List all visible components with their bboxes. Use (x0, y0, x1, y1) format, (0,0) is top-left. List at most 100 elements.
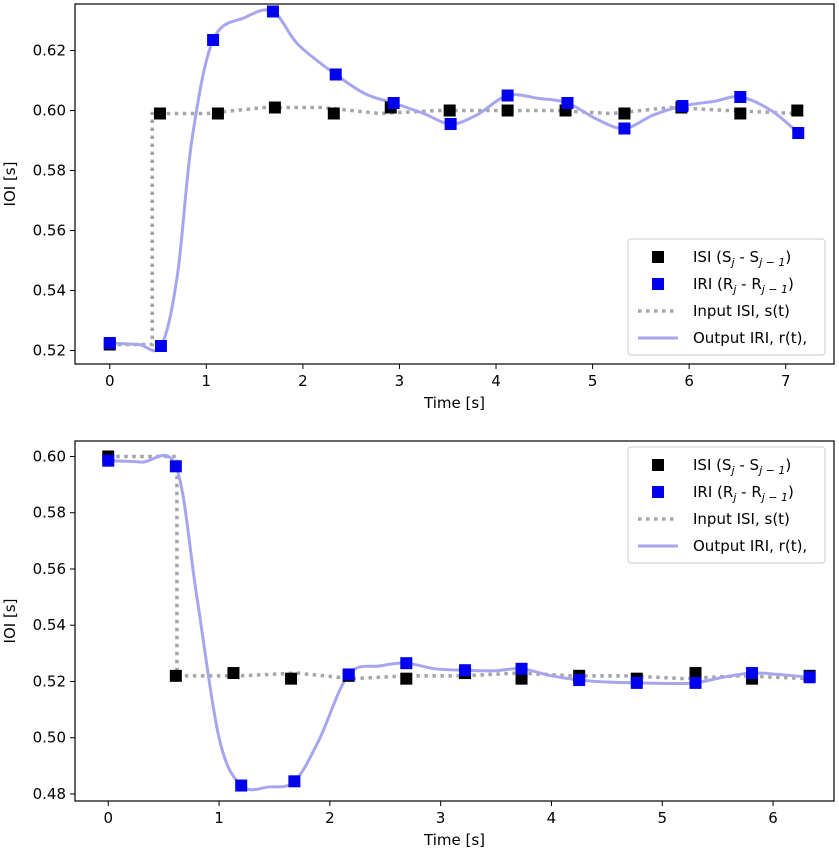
x-tick-label: 6 (768, 809, 778, 827)
input-isi-line (108, 454, 810, 681)
isi-point (501, 104, 514, 117)
y-tick-label: 0.60 (33, 102, 66, 120)
isi-point (515, 672, 528, 685)
iri-point (618, 122, 631, 135)
iri-point (387, 97, 400, 109)
legend-label-base: ISI (S (693, 456, 732, 474)
isi-point (285, 672, 298, 685)
legend-label-2: IRI (Rj - Rj − 1) (693, 483, 794, 504)
legend-label-1: ISI (Sj - Sj − 1) (693, 456, 791, 477)
legend-label-sub2: j − 1 (757, 464, 785, 477)
isi-point (327, 107, 340, 120)
iri-point (102, 454, 115, 467)
legend-label-base: Input ISI, s(t) (693, 302, 790, 320)
y-tick-label: 0.52 (33, 672, 66, 690)
legend-label-3: Input ISI, s(t) (693, 302, 790, 320)
output-iri-line (108, 453, 810, 792)
legend-label-mid: - R (736, 483, 761, 501)
legend-label-4: Output IRI, r(t), (693, 537, 807, 555)
legend-label-sub1: j (730, 256, 736, 269)
iri-point (400, 657, 413, 670)
x-tick-label: 6 (684, 372, 694, 390)
legend-label-mid: - S (735, 248, 759, 266)
y-tick-label: 0.52 (33, 342, 66, 360)
iri-point (689, 676, 702, 689)
isi-point (443, 104, 456, 117)
legend-label-sub1: j (730, 464, 736, 477)
legend-label-tail: ) (785, 248, 791, 266)
iri-point (154, 340, 167, 352)
y-tick-label: 0.48 (33, 785, 66, 803)
isi-point (791, 104, 804, 117)
plot-frame (74, 3, 835, 365)
iri-point (515, 662, 528, 675)
legend-label-mid: - S (735, 456, 759, 474)
x-tick-label: 2 (325, 809, 335, 827)
iri-point (630, 676, 643, 689)
iri-point (342, 668, 355, 681)
y-tick-label: 0.56 (33, 222, 66, 240)
legend-box (627, 446, 826, 564)
y-tick-label: 0.58 (33, 504, 66, 522)
y-tick-label: 0.56 (33, 560, 66, 578)
y-tick-label: 0.60 (33, 447, 66, 465)
legend-label-3: Input ISI, s(t) (693, 510, 790, 528)
x-tick-label: 3 (436, 809, 446, 827)
isi-point (211, 107, 224, 120)
x-axis-label: Time [s] (423, 394, 485, 412)
iri-point (169, 460, 182, 473)
legend-label-base: ISI (S (693, 248, 732, 266)
iri-point (103, 337, 116, 349)
iri-point (266, 5, 279, 18)
x-axis-label: Time [s] (423, 831, 485, 849)
plot-frame (74, 440, 835, 802)
x-tick-label: 0 (103, 809, 113, 827)
isi-point (689, 667, 702, 680)
legend-label-4: Output IRI, r(t), (693, 329, 807, 347)
legend: ISI (Sj - Sj − 1)IRI (Rj - Rj − 1)Input … (627, 238, 826, 356)
iri-point (329, 68, 342, 81)
legend-label-tail: ) (785, 456, 791, 474)
x-tick-label: 0 (105, 372, 115, 390)
isi-point (734, 107, 747, 120)
legend-label-base: Output IRI, r(t), (693, 329, 807, 347)
isi-point (400, 672, 413, 685)
legend-label-base: IRI (R (693, 483, 733, 501)
legend-label-sub1: j (731, 491, 737, 504)
iri-point (803, 671, 816, 684)
x-tick-label: 7 (781, 372, 791, 390)
legend-label-base: Output IRI, r(t), (693, 537, 807, 555)
isi-point (153, 107, 166, 120)
iri-point (501, 89, 514, 102)
y-tick-label: 0.54 (33, 616, 66, 634)
legend-label-sub2: j − 1 (760, 283, 788, 296)
iri-point (792, 127, 805, 139)
legend-label-sub2: j − 1 (757, 256, 785, 269)
x-tick-label: 4 (491, 372, 501, 390)
x-tick-label: 2 (298, 372, 308, 390)
legend-label-base: IRI (R (693, 275, 733, 293)
x-tick-label: 1 (214, 809, 224, 827)
legend-box (627, 238, 826, 356)
y-tick-label: 0.50 (33, 729, 66, 747)
iri-point (235, 779, 248, 792)
iri-point (746, 667, 759, 680)
output-iri-line (109, 8, 800, 353)
legend-label-tail: ) (788, 275, 794, 293)
legend-label-tail: ) (788, 483, 794, 501)
y-tick-label: 0.54 (33, 282, 66, 300)
isi-point (268, 101, 281, 114)
x-tick-label: 3 (395, 372, 405, 390)
legend-label-sub2: j − 1 (760, 491, 788, 504)
iri-point (444, 118, 457, 130)
legend-marker-2 (652, 278, 664, 290)
x-tick-label: 4 (547, 809, 557, 827)
legend-marker-2 (652, 486, 664, 498)
isi-point (169, 669, 182, 682)
y-tick-label: 0.62 (33, 42, 66, 60)
legend-label-1: ISI (Sj - Sj − 1) (693, 248, 791, 269)
legend-label-sub1: j (731, 283, 737, 296)
isi-point (618, 107, 631, 120)
legend-marker-1 (652, 459, 664, 471)
x-tick-label: 5 (657, 809, 667, 827)
